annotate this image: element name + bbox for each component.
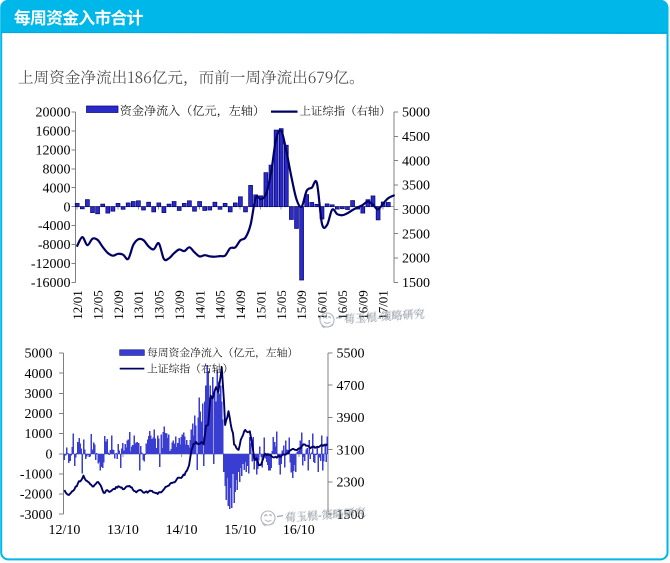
svg-text:0: 0: [46, 447, 53, 462]
svg-text:12/05: 12/05: [90, 290, 105, 320]
svg-text:4700: 4700: [337, 379, 365, 394]
svg-text:15/01: 15/01: [253, 290, 268, 320]
svg-text:5500: 5500: [337, 347, 365, 362]
svg-text:5000: 5000: [402, 106, 430, 121]
svg-text:13/01: 13/01: [131, 290, 146, 320]
svg-text:16000: 16000: [36, 125, 71, 140]
svg-text:-1000: -1000: [20, 468, 53, 483]
svg-text:-2000: -2000: [20, 488, 53, 503]
svg-text:16/09: 16/09: [355, 290, 370, 320]
svg-text:3100: 3100: [337, 443, 365, 458]
svg-text:4500: 4500: [402, 130, 430, 145]
svg-text:20000: 20000: [36, 106, 71, 121]
svg-text:12000: 12000: [36, 144, 71, 159]
svg-text:14/10: 14/10: [166, 523, 198, 538]
svg-text:14/01: 14/01: [192, 290, 207, 320]
svg-text:2000: 2000: [25, 407, 53, 422]
svg-text:5000: 5000: [25, 347, 53, 362]
svg-text:-3000: -3000: [20, 508, 53, 523]
svg-text:4000: 4000: [25, 367, 53, 382]
svg-text:1000: 1000: [25, 427, 53, 442]
svg-text:16/01: 16/01: [315, 290, 330, 320]
svg-text:16/05: 16/05: [335, 290, 350, 320]
svg-text:1500: 1500: [337, 508, 365, 523]
svg-text:4000: 4000: [402, 154, 430, 169]
svg-text:13/05: 13/05: [152, 290, 167, 320]
svg-text:15/05: 15/05: [274, 290, 289, 320]
svg-text:3900: 3900: [337, 411, 365, 426]
svg-text:15/09: 15/09: [294, 290, 309, 320]
svg-text:0: 0: [64, 200, 71, 215]
svg-text:-12000: -12000: [31, 257, 71, 272]
svg-text:17/01: 17/01: [376, 290, 391, 320]
svg-text:3000: 3000: [25, 387, 53, 402]
svg-text:14/09: 14/09: [233, 290, 248, 320]
svg-text:12/09: 12/09: [111, 290, 126, 320]
svg-text:13/09: 13/09: [172, 290, 187, 320]
svg-text:13/10: 13/10: [107, 523, 139, 538]
svg-text:-16000: -16000: [31, 276, 71, 291]
svg-text:4000: 4000: [43, 181, 71, 196]
svg-text:2500: 2500: [402, 227, 430, 242]
svg-text:14/05: 14/05: [213, 290, 228, 320]
svg-text:-4000: -4000: [38, 219, 71, 234]
svg-text:15/10: 15/10: [224, 523, 256, 538]
svg-text:3000: 3000: [402, 203, 430, 218]
svg-text:12/01: 12/01: [70, 290, 85, 320]
svg-text:-8000: -8000: [38, 238, 71, 253]
svg-text:3500: 3500: [402, 179, 430, 194]
svg-text:12/10: 12/10: [48, 523, 80, 538]
svg-text:1500: 1500: [402, 276, 430, 291]
svg-text:2000: 2000: [402, 252, 430, 267]
svg-text:16/10: 16/10: [283, 523, 315, 538]
svg-text:2300: 2300: [337, 476, 365, 491]
svg-text:8000: 8000: [43, 163, 71, 178]
